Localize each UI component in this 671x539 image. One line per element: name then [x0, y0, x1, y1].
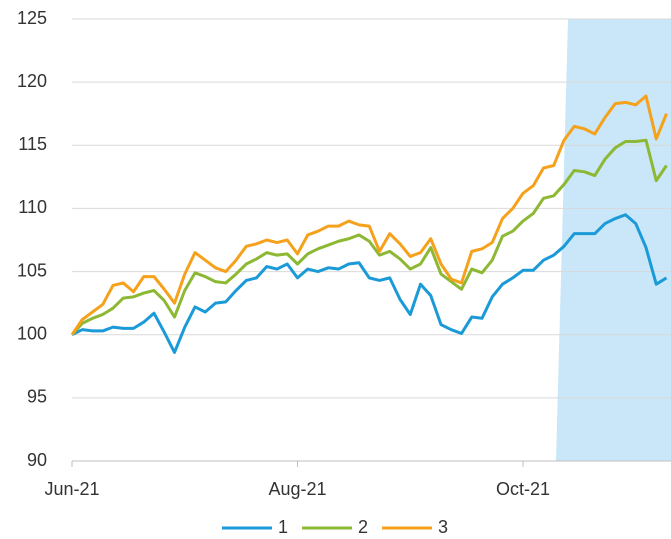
series-line	[71, 213, 668, 354]
y-tick-label: 95	[27, 387, 47, 407]
x-tick-label: Oct-21	[496, 479, 550, 499]
series-line	[70, 138, 668, 336]
y-tick-label: 115	[18, 134, 47, 154]
highlight-region	[556, 19, 671, 461]
legend-label: 2	[358, 517, 368, 537]
y-tick-label: 125	[17, 8, 47, 28]
y-tick-label: 90	[27, 450, 47, 470]
legend-label: 3	[438, 517, 448, 537]
y-tick-label: 100	[17, 323, 47, 343]
y-tick-label: 105	[17, 260, 47, 280]
y-tick-label: 110	[18, 197, 47, 217]
legend-label: 1	[278, 517, 288, 537]
x-tick-label: Aug-21	[268, 479, 326, 499]
x-tick-label: Jun-21	[44, 479, 99, 499]
y-tick-label: 120	[17, 71, 47, 91]
series-line	[70, 94, 668, 336]
